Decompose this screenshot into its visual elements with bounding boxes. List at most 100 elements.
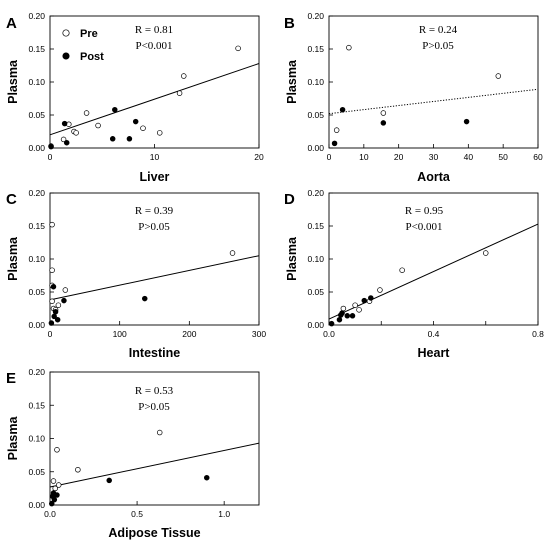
legend: Pre Post (62, 28, 104, 63)
x-tick-label: 0.0 (323, 329, 335, 339)
x-tick-label: 0.0 (44, 509, 56, 519)
x-tick-label: 0.5 (131, 509, 143, 519)
x-axis-title: Aorta (417, 170, 451, 184)
y-tick-label: 0.05 (28, 110, 45, 120)
x-tick-label: 300 (252, 329, 266, 339)
regression-line (328, 88, 539, 115)
pre-point (380, 110, 387, 116)
y-tick-label: 0.00 (28, 500, 45, 510)
x-tick-label: 20 (394, 152, 404, 162)
pre-point (50, 478, 57, 484)
panel-c: C 0.00 0.05 0.10 0.15 0.20 0 100 200 300 Intestine… (6, 188, 266, 360)
p-value-label: P>0.05 (138, 401, 170, 413)
y-axis-title: Plasma (6, 236, 20, 281)
post-point (106, 477, 112, 484)
pre-point (176, 90, 183, 96)
pre-point (55, 302, 62, 308)
pre-point (156, 429, 163, 436)
p-value-label: P>0.05 (138, 221, 170, 233)
post-point (463, 118, 470, 125)
panel-a: A 0.00 0.05 0.10 0.15 0.20 0 10 20 Liver Plasma R =… (6, 11, 264, 184)
y-tick-label: 0.05 (28, 467, 45, 477)
pre-point (140, 125, 146, 131)
legend-label: Pre (80, 28, 98, 40)
pre-point (75, 467, 81, 473)
pre-point (73, 130, 79, 136)
r-value-label: R = 0.81 (135, 24, 173, 36)
pre-point (95, 122, 101, 129)
panel-b: B 0.00 0.05 0.10 0.15 0.20 0 10 20 30 40 50 60 Aorta P… (284, 11, 543, 184)
legend-open-circle-icon (62, 29, 70, 37)
post-point (54, 492, 60, 498)
post-point (204, 474, 210, 481)
y-tick-label: 0.10 (28, 254, 45, 264)
post-point (52, 309, 59, 315)
legend-filled-circle-icon (62, 52, 70, 60)
y-tick-label: 0.20 (28, 11, 45, 21)
y-tick-label: 0.20 (307, 188, 324, 198)
x-tick-label: 0.4 (428, 329, 440, 339)
y-tick-label: 0.00 (28, 320, 45, 330)
post-point (132, 118, 139, 125)
x-axis-title: Liver (140, 170, 170, 184)
post-point (331, 140, 338, 147)
x-tick-label: 0 (48, 329, 53, 339)
y-tick-label: 0.20 (28, 367, 45, 377)
pre-point (60, 136, 67, 143)
x-tick-label: 0.8 (532, 329, 544, 339)
r-value-label: R = 0.53 (135, 385, 174, 397)
panel-letter: B (284, 15, 295, 32)
panel-d: D 0.00 0.05 0.10 0.15 0.20 0.0 0.4 0.8 Heart Plasm… (284, 188, 544, 360)
y-tick-label: 0.00 (28, 143, 45, 153)
y-tick-label: 0.15 (28, 400, 45, 410)
pre-point (229, 250, 236, 256)
pre-point (83, 110, 90, 116)
y-tick-label: 0.05 (28, 287, 45, 297)
pre-point (181, 73, 187, 79)
x-tick-label: 20 (254, 152, 264, 162)
p-value-label: P<0.001 (405, 221, 442, 233)
y-tick-label: 0.15 (307, 221, 324, 231)
panel-letter: C (6, 191, 17, 208)
pre-point (377, 287, 383, 293)
pre-point (52, 485, 58, 492)
x-tick-label: 1.0 (218, 509, 230, 519)
regression-line (49, 255, 260, 301)
y-tick-label: 0.05 (307, 110, 324, 120)
post-point (328, 320, 335, 327)
y-tick-label: 0.15 (307, 44, 324, 54)
pre-point (333, 127, 340, 133)
r-value-label: R = 0.24 (419, 24, 458, 36)
legend-label: Post (80, 51, 104, 63)
y-tick-label: 0.00 (307, 320, 324, 330)
regression-line (49, 442, 260, 488)
pre-point (356, 307, 362, 313)
r-value-label: R = 0.39 (135, 205, 174, 217)
x-tick-label: 40 (464, 152, 474, 162)
pre-point (156, 130, 163, 136)
y-tick-label: 0.20 (28, 188, 45, 198)
y-tick-label: 0.15 (28, 221, 45, 231)
regression-line (328, 223, 539, 320)
x-tick-label: 60 (533, 152, 543, 162)
post-point (48, 320, 55, 326)
y-axis-title: Plasma (285, 236, 299, 281)
y-tick-label: 0.10 (307, 77, 324, 87)
x-tick-label: 10 (150, 152, 160, 162)
y-tick-label: 0.20 (307, 11, 324, 21)
pre-point (49, 298, 55, 304)
post-point (339, 310, 345, 316)
y-axis-title: Plasma (285, 59, 299, 104)
y-tick-label: 0.10 (28, 77, 45, 87)
post-point (339, 106, 346, 113)
post-point (109, 136, 116, 142)
regression-line (49, 63, 260, 136)
post-point (349, 313, 356, 319)
x-tick-label: 0 (48, 152, 53, 162)
post-point (54, 316, 61, 323)
pre-point (62, 287, 69, 293)
post-point (61, 120, 68, 127)
y-tick-label: 0.00 (307, 143, 324, 153)
x-tick-label: 50 (498, 152, 508, 162)
